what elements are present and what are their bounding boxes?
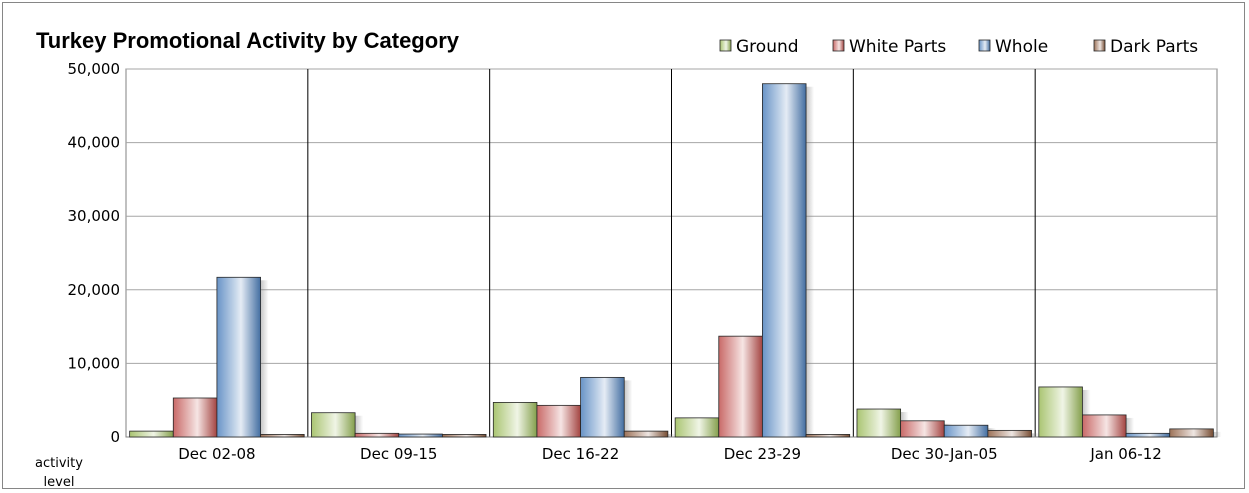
- bars: [129, 83, 1222, 438]
- bar-shadow: [355, 415, 364, 437]
- bar-white-parts-dec-23-29: [718, 335, 763, 438]
- bar-shadow: [260, 280, 269, 437]
- legend-label-dark-parts: Dark Parts: [1110, 37, 1198, 57]
- y-tick-label: 50,000: [68, 60, 121, 78]
- x-axis-ticks: Dec 02-08 Dec 09-15 Dec 16-22 Dec 23-29 Dec …: [178, 445, 1162, 463]
- bar-shadow: [667, 434, 676, 437]
- legend-label-white-parts: White Parts: [849, 37, 946, 57]
- bar-whole-dec-02-08: [216, 276, 261, 438]
- bar-shadow: [624, 380, 633, 437]
- bar-dark-parts-dec-16-22: [623, 430, 669, 438]
- bar-dark-parts-dec-23-29: [805, 434, 851, 438]
- y-tick-label: 20,000: [68, 281, 121, 299]
- y-axis-label-line-1: activity: [35, 456, 83, 471]
- bar-whole-jan-06-12: [1125, 432, 1171, 438]
- x-tick-label: Jan 06-12: [1089, 445, 1161, 463]
- legend: Ground White Parts Whole Dark Parts: [719, 37, 1198, 57]
- bar-white-parts-dec-30-jan-05: [900, 420, 945, 438]
- bar-shadow: [1031, 433, 1040, 437]
- bar-ground-dec-16-22: [492, 402, 538, 438]
- x-tick-label: Dec 16-22: [542, 445, 619, 463]
- x-tick-label: Dec 30-Jan-05: [891, 445, 998, 463]
- bar-dark-parts-dec-02-08: [260, 434, 305, 438]
- bar-white-parts-dec-09-15: [354, 432, 400, 438]
- legend-swatch-ground: [719, 39, 732, 52]
- x-tick-label: Dec 23-29: [724, 445, 801, 463]
- bar-whole-dec-09-15: [398, 433, 443, 438]
- legend-swatch-white-parts: [832, 39, 845, 52]
- bar-whole-dec-23-29: [762, 83, 807, 438]
- bar-ground-jan-06-12: [1038, 386, 1083, 438]
- bar-ground-dec-30-jan-05: [856, 408, 902, 438]
- gridlines: [126, 68, 1217, 438]
- x-tick-label: Dec 09-15: [360, 445, 437, 463]
- y-tick-label: 40,000: [68, 134, 121, 152]
- y-axis-ticks: 0 10,000 20,000 30,000 40,000 50,000: [68, 60, 121, 446]
- y-tick-label: 0: [110, 428, 120, 446]
- bar-white-parts-dec-16-22: [536, 404, 581, 438]
- bar-white-parts-jan-06-12: [1082, 414, 1127, 438]
- legend-label-ground: Ground: [736, 37, 799, 57]
- bar-dark-parts-dec-09-15: [441, 434, 487, 438]
- x-tick-label: Dec 02-08: [178, 445, 255, 463]
- legend-label-whole: Whole: [995, 37, 1048, 57]
- bar-ground-dec-23-29: [674, 417, 720, 438]
- y-tick-label: 30,000: [68, 207, 121, 225]
- bar-shadow: [806, 86, 815, 437]
- bar-dark-parts-jan-06-12: [1169, 428, 1214, 438]
- bar-shadow: [1082, 389, 1091, 437]
- legend-swatch-whole: [978, 39, 991, 52]
- bar-shadow: [1126, 417, 1135, 437]
- bar-shadow: [1213, 431, 1222, 437]
- y-axis-label-line-2: level: [44, 475, 75, 490]
- chart-title: Turkey Promotional Activity by Category: [36, 28, 460, 53]
- bar-whole-dec-16-22: [580, 376, 625, 438]
- y-tick-label: 10,000: [68, 354, 121, 372]
- bar-dark-parts-dec-30-jan-05: [987, 429, 1032, 438]
- bar-white-parts-dec-02-08: [172, 397, 218, 438]
- bar-whole-dec-30-jan-05: [943, 424, 989, 438]
- bar-ground-dec-09-15: [311, 412, 356, 438]
- legend-swatch-dark-parts: [1093, 39, 1106, 52]
- bar-ground-dec-02-08: [129, 430, 174, 438]
